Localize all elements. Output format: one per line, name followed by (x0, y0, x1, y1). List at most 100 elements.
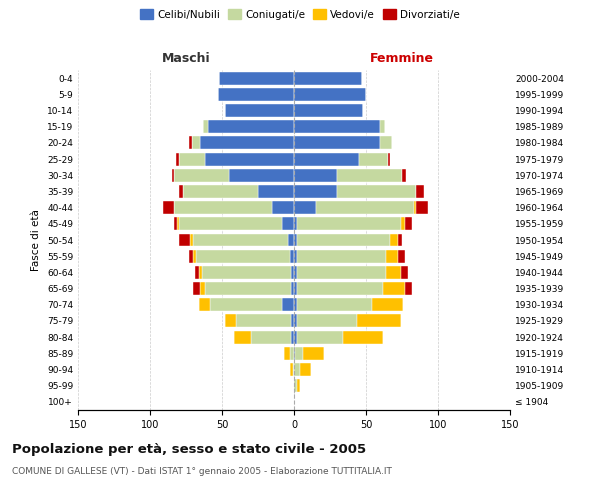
Bar (300, 363, 311, 376)
Bar (192, 136, 200, 149)
Bar (175, 218, 178, 230)
Bar (189, 136, 192, 149)
Bar (316, 201, 413, 214)
Bar (294, 120, 380, 133)
Bar (416, 185, 424, 198)
Bar (294, 314, 297, 328)
Bar (416, 201, 428, 214)
Bar (172, 169, 175, 181)
Bar (294, 363, 300, 376)
Bar (193, 234, 288, 246)
Bar (297, 298, 372, 311)
Bar (297, 314, 358, 328)
Bar (294, 169, 337, 181)
Bar (294, 298, 297, 311)
Bar (401, 266, 408, 279)
Bar (380, 120, 385, 133)
Bar (294, 104, 363, 117)
Bar (189, 250, 193, 262)
Bar (294, 88, 366, 101)
Legend: Celibi/Nubili, Coniugati/e, Vedovi/e, Divorziati/e: Celibi/Nubili, Coniugati/e, Vedovi/e, Di… (136, 5, 464, 24)
Bar (196, 250, 290, 262)
Bar (283, 218, 294, 230)
Bar (200, 282, 205, 295)
Bar (194, 266, 199, 279)
Bar (294, 250, 297, 262)
Bar (203, 120, 208, 133)
Bar (179, 152, 205, 166)
Bar (219, 72, 294, 85)
Bar (295, 347, 302, 360)
Bar (291, 330, 294, 344)
Bar (163, 201, 175, 214)
Bar (386, 266, 401, 279)
Bar (372, 298, 403, 311)
Bar (193, 250, 196, 262)
Bar (283, 298, 294, 311)
Bar (337, 185, 416, 198)
Bar (398, 250, 405, 262)
Bar (205, 152, 294, 166)
Bar (358, 314, 401, 328)
Bar (291, 266, 294, 279)
Bar (179, 234, 190, 246)
Bar (294, 218, 297, 230)
Bar (386, 250, 398, 262)
Bar (236, 314, 291, 328)
Bar (297, 266, 386, 279)
Bar (190, 234, 193, 246)
Bar (294, 185, 337, 198)
Bar (297, 282, 383, 295)
Bar (176, 152, 179, 166)
Bar (294, 152, 359, 166)
Bar (402, 169, 406, 181)
Bar (294, 266, 297, 279)
Bar (294, 234, 297, 246)
Bar (343, 330, 383, 344)
Bar (288, 234, 294, 246)
Bar (380, 136, 392, 149)
Bar (290, 250, 294, 262)
Bar (359, 152, 388, 166)
Text: Popolazione per età, sesso e stato civile - 2005: Popolazione per età, sesso e stato civil… (12, 442, 366, 456)
Bar (178, 218, 179, 230)
Y-axis label: Fasce di età: Fasce di età (31, 209, 41, 271)
Bar (294, 330, 297, 344)
Bar (251, 330, 291, 344)
Bar (383, 282, 405, 295)
Bar (297, 234, 391, 246)
Bar (294, 72, 362, 85)
Bar (398, 234, 402, 246)
Bar (284, 347, 290, 360)
Bar (179, 218, 283, 230)
Bar (183, 185, 258, 198)
Bar (391, 234, 398, 246)
Bar (175, 201, 272, 214)
Text: Femmine: Femmine (370, 52, 434, 65)
Bar (297, 250, 386, 262)
Bar (199, 298, 211, 311)
Bar (175, 169, 229, 181)
Bar (297, 218, 401, 230)
Bar (179, 185, 183, 198)
Bar (290, 347, 294, 360)
Bar (297, 379, 300, 392)
Bar (297, 330, 343, 344)
Bar (202, 266, 291, 279)
Bar (272, 201, 294, 214)
Bar (291, 314, 294, 328)
Bar (258, 185, 294, 198)
Bar (233, 330, 251, 344)
Bar (294, 282, 297, 295)
Bar (290, 363, 293, 376)
Bar (405, 218, 412, 230)
Bar (401, 218, 405, 230)
Text: COMUNE DI GALLESE (VT) - Dati ISTAT 1° gennaio 2005 - Elaborazione TUTTITALIA.IT: COMUNE DI GALLESE (VT) - Dati ISTAT 1° g… (12, 468, 392, 476)
Text: Maschi: Maschi (161, 52, 211, 65)
Bar (208, 120, 294, 133)
Bar (388, 152, 391, 166)
Bar (225, 314, 236, 328)
Bar (294, 379, 297, 392)
Bar (405, 282, 412, 295)
Bar (205, 282, 291, 295)
